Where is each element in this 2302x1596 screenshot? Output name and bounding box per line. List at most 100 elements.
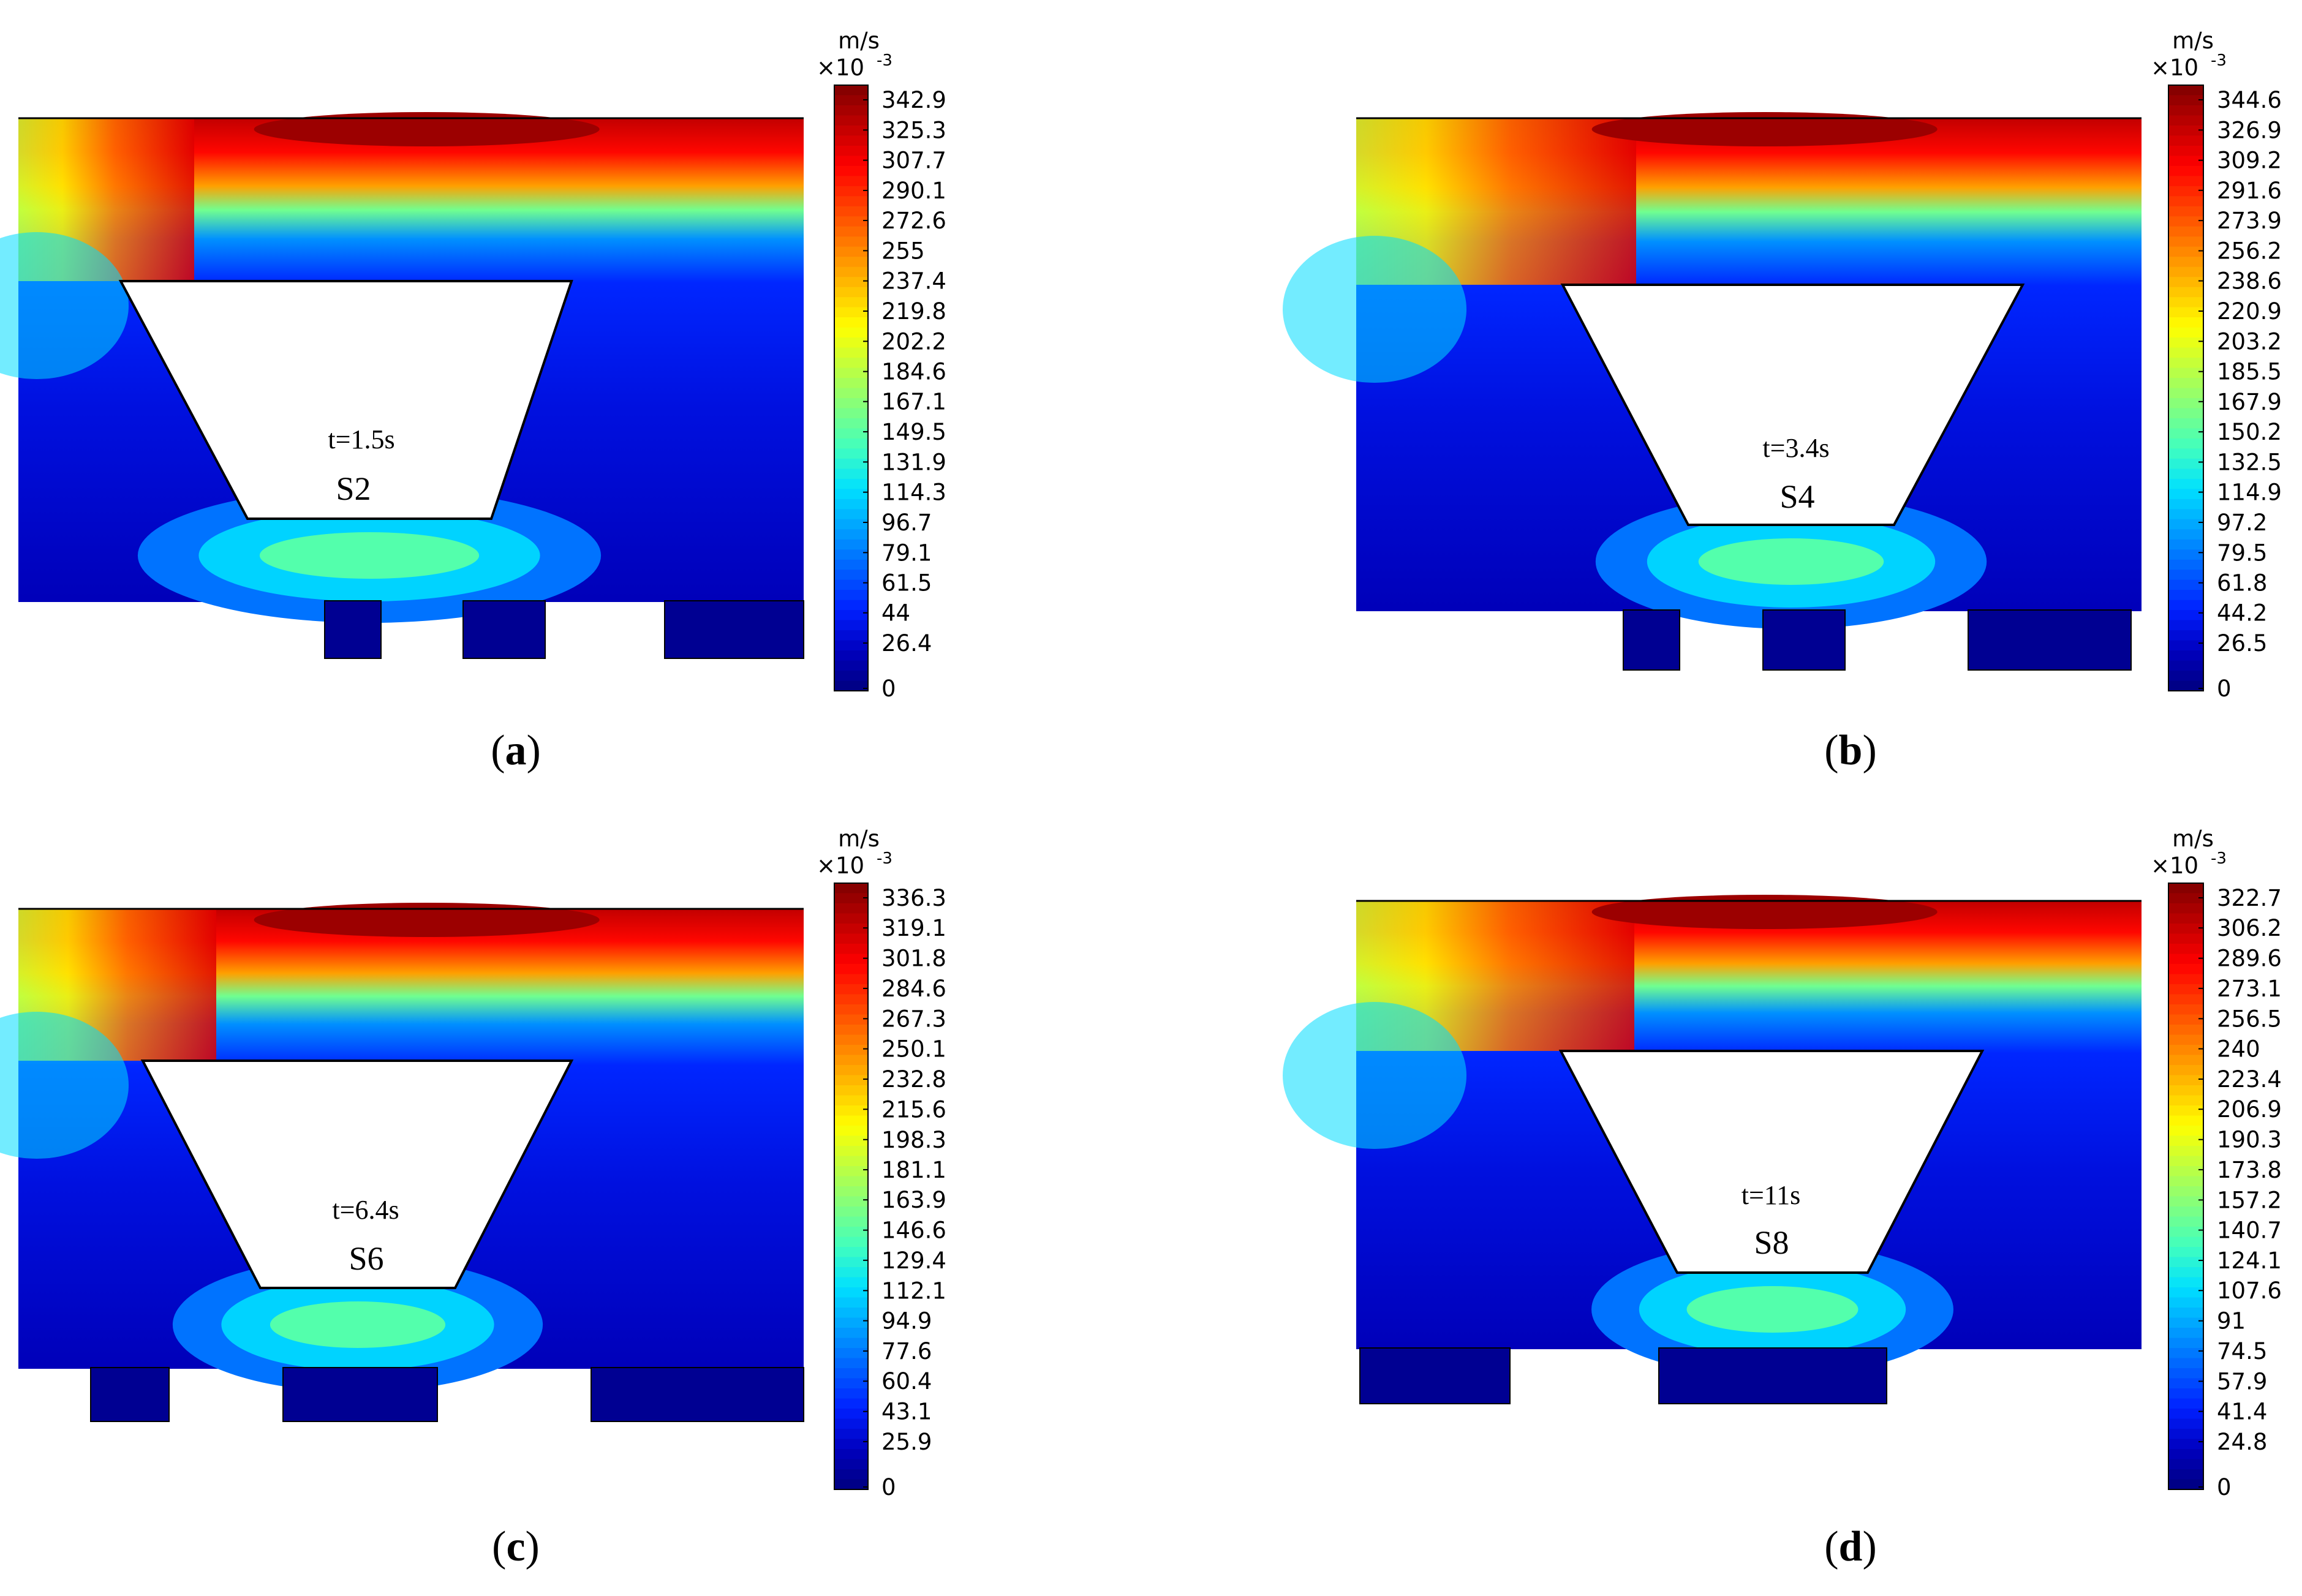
colorbar-segment	[2168, 216, 2203, 227]
colorbar-tick-label: 319.1	[881, 915, 946, 941]
colorbar-segment	[834, 883, 868, 894]
jet-core	[270, 1301, 446, 1348]
colorbar-segment	[2168, 893, 2203, 904]
colorbar-segment	[2168, 1075, 2203, 1086]
colorbar-tick-label: 74.5	[2217, 1338, 2267, 1365]
colorbar-segment	[834, 549, 868, 560]
colorbar-segment	[834, 499, 868, 510]
colorbar-segment	[2168, 358, 2203, 369]
colorbar-segment	[2168, 1014, 2203, 1025]
colorbar-segment	[834, 984, 868, 995]
left-region	[1283, 1002, 1466, 1149]
colorbar-segment	[2168, 660, 2203, 672]
colorbar-segment	[834, 1287, 868, 1298]
colorbar-tick-label: 273.9	[2217, 208, 2282, 234]
colorbar-segment	[834, 448, 868, 459]
colorbar-segment	[834, 1418, 868, 1429]
colorbar-segment	[2168, 327, 2203, 339]
colorbar-segment	[2168, 1105, 2203, 1116]
colorbar-segment	[2168, 1338, 2203, 1349]
trapezoid-obstacle	[1560, 284, 2025, 526]
panel-b: t=3.4s S4 m/s×10 -3 344.6 326.9 309.2 291.6 273.…	[1283, 28, 2282, 774]
panel-a: t=1.5s S2 m/s×10 -3 342.9 325.3 307.7 290.1 272.…	[0, 28, 946, 774]
colorbar-tick-label: 61.8	[2217, 570, 2267, 597]
colorbar-segment	[2168, 650, 2203, 661]
colorbar-segment	[2168, 418, 2203, 429]
colorbar-segment	[2168, 176, 2203, 187]
colorbar-segment	[834, 974, 868, 985]
jet-core	[1698, 538, 1884, 585]
colorbar-segment	[2168, 671, 2203, 682]
colorbar-scale: ×10	[2151, 853, 2198, 879]
colorbar-segment	[834, 266, 868, 278]
colorbar-tick-label: 57.9	[2217, 1368, 2267, 1395]
colorbar-segment	[834, 660, 868, 672]
colorbar-segment	[834, 428, 868, 439]
colorbar-segment	[2168, 145, 2203, 157]
colorbar-segment	[2168, 1115, 2203, 1126]
colorbar-segment	[834, 539, 868, 551]
colorbar-segment	[2168, 1237, 2203, 1248]
time-label: t=6.4s	[332, 1195, 399, 1225]
outlet-2	[1762, 609, 1846, 671]
colorbar-segment	[834, 489, 868, 500]
colorbar-segment	[834, 317, 868, 328]
colorbar-segment	[834, 469, 868, 480]
colorbar-tick-label: 132.5	[2217, 449, 2282, 475]
panel-label: (c)	[492, 1523, 540, 1570]
colorbar-tick-label: 267.3	[881, 1006, 946, 1032]
colorbar-segment	[834, 1267, 868, 1278]
colorbar-segment	[834, 610, 868, 621]
outlet-3	[591, 1367, 804, 1422]
colorbar-segment	[2168, 610, 2203, 621]
colorbar-tick-label: 256.2	[2217, 238, 2282, 265]
colorbar-segment	[2168, 186, 2203, 197]
colorbar-segment	[2168, 579, 2203, 591]
colorbar-unit: m/s	[838, 826, 880, 852]
colorbar-tick-label: 167.9	[2217, 389, 2282, 415]
colorbar-segment	[2168, 1247, 2203, 1258]
colorbar-segment	[834, 176, 868, 187]
colorbar-tick-label: 150.2	[2217, 419, 2282, 445]
colorbar-segment	[834, 408, 868, 419]
colorbar-tick-label: 250.1	[881, 1036, 946, 1063]
colorbar-segment	[2168, 1257, 2203, 1268]
colorbar-exponent: -3	[2211, 849, 2227, 868]
colorbar-segment	[834, 529, 868, 540]
colorbar-tick-label: 291.6	[2217, 178, 2282, 204]
colorbar-tick-label: 114.9	[2217, 480, 2282, 506]
colorbar-segment	[834, 226, 868, 238]
colorbar-exponent: -3	[877, 51, 892, 70]
colorbar-segment	[834, 1297, 868, 1308]
colorbar-tick-label: 301.8	[881, 946, 946, 972]
colorbar-segment	[834, 924, 868, 935]
colorbar-segment	[2168, 125, 2203, 137]
colorbar	[2168, 85, 2204, 691]
colorbar-segment	[834, 1358, 868, 1369]
colorbar-segment	[2168, 469, 2203, 480]
colorbar-segment	[2168, 1277, 2203, 1288]
colorbar-segment	[2168, 944, 2203, 955]
colorbar-segment	[2168, 559, 2203, 571]
colorbar-segment	[834, 347, 868, 359]
colorbar-tick-label: 309.2	[2217, 148, 2282, 174]
colorbar-tick-label: 203.2	[2217, 328, 2282, 355]
colorbar-tick-label: 44	[881, 600, 910, 627]
colorbar	[834, 883, 869, 1490]
colorbar-segment	[2168, 1409, 2203, 1420]
colorbar-segment	[834, 125, 868, 137]
colorbar-tick-label: 77.6	[881, 1338, 932, 1365]
colorbar-segment	[834, 438, 868, 450]
left-region	[1283, 236, 1466, 383]
colorbar-segment	[2168, 600, 2203, 611]
colorbar-tick-label: 44.2	[2217, 600, 2267, 627]
colorbar-segment	[2168, 974, 2203, 985]
colorbar-segment	[2168, 236, 2203, 247]
colorbar-tick-label: 112.1	[881, 1278, 946, 1304]
colorbar-segment	[2168, 1166, 2203, 1177]
colorbar-tick-label: 181.1	[881, 1157, 946, 1183]
colorbar-segment	[2168, 549, 2203, 560]
colorbar-tick-label: 219.8	[881, 298, 946, 325]
colorbar-segment	[834, 1216, 868, 1227]
